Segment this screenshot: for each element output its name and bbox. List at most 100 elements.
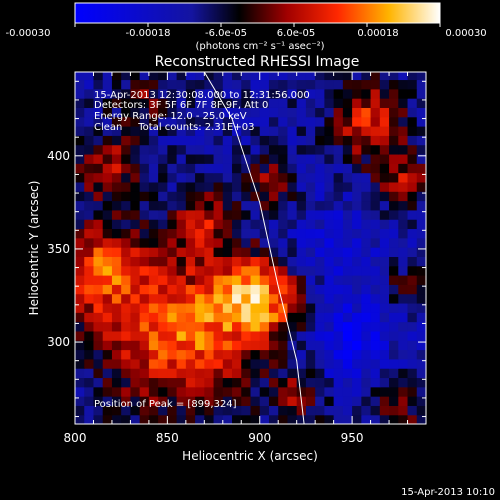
heatmap-cell xyxy=(379,349,390,360)
heatmap-cell xyxy=(416,265,426,276)
heatmap-cell xyxy=(148,414,159,424)
heatmap-cell xyxy=(130,247,141,257)
heatmap-cell xyxy=(148,172,159,183)
heatmap-cell xyxy=(130,237,141,248)
heatmap-cell xyxy=(407,191,418,202)
heatmap-cell xyxy=(232,358,242,369)
heatmap-cell xyxy=(195,414,205,424)
heatmap-cell xyxy=(204,72,215,81)
heatmap-cell xyxy=(130,219,141,230)
heatmap-cell xyxy=(361,386,372,397)
heatmap-cell xyxy=(176,312,187,323)
heatmap-cell xyxy=(222,163,233,174)
heatmap-cell xyxy=(102,368,113,379)
heatmap-cell xyxy=(416,153,426,164)
heatmap-cell xyxy=(204,153,215,164)
heatmap-cell xyxy=(139,98,150,108)
heatmap-cell xyxy=(361,377,372,388)
heatmap-cell xyxy=(213,98,224,108)
heatmap-cell xyxy=(315,191,325,202)
heatmap-cell xyxy=(75,265,85,276)
heatmap-cell xyxy=(296,200,307,211)
heatmap-cell xyxy=(250,330,261,341)
heatmap-cell xyxy=(370,144,381,155)
heatmap-cell xyxy=(232,219,242,230)
heatmap-cell xyxy=(407,405,418,416)
heatmap-cell xyxy=(93,340,104,351)
heatmap-cell xyxy=(111,237,122,248)
heatmap-cell xyxy=(333,368,344,379)
heatmap-cell xyxy=(222,181,233,192)
heatmap-cell xyxy=(287,228,298,239)
heatmap-cell xyxy=(305,88,316,99)
heatmap-cell xyxy=(296,284,307,295)
heatmap-cell xyxy=(296,88,307,99)
heatmap-cell xyxy=(352,275,362,285)
heatmap-cell xyxy=(213,228,224,239)
heatmap-cell xyxy=(213,340,224,351)
heatmap-cell xyxy=(352,312,362,323)
heatmap-cell xyxy=(287,302,298,313)
heatmap-cell xyxy=(342,172,353,183)
heatmap-cell xyxy=(379,88,390,99)
heatmap-cell xyxy=(222,200,233,211)
colorbar-tick-label: 6.0e-05 xyxy=(277,28,315,39)
heatmap-cell xyxy=(241,405,252,416)
heatmap-cell xyxy=(407,135,418,146)
heatmap-cell xyxy=(222,330,233,341)
heatmap-cell xyxy=(342,284,353,295)
heatmap-cell xyxy=(185,191,196,202)
heatmap-cell xyxy=(111,209,122,220)
heatmap-cell xyxy=(185,126,196,136)
heatmap-cell xyxy=(139,126,150,136)
heatmap-cell xyxy=(111,98,122,108)
heatmap-cell xyxy=(305,181,316,192)
heatmap-cell xyxy=(195,228,205,239)
heatmap-cell xyxy=(93,377,104,388)
heatmap-cell xyxy=(315,377,325,388)
heatmap-cell xyxy=(75,191,85,202)
heatmap-cell xyxy=(185,414,196,424)
heatmap-cell xyxy=(389,209,399,220)
heatmap-cell xyxy=(389,237,399,248)
heatmap-cell xyxy=(398,153,409,164)
heatmap-cell xyxy=(176,349,187,360)
heatmap-cell xyxy=(287,275,298,285)
heatmap-cell xyxy=(222,219,233,230)
heatmap-cell xyxy=(195,219,205,230)
heatmap-cell xyxy=(204,228,215,239)
heatmap-cell xyxy=(389,377,399,388)
heatmap-cell xyxy=(121,209,132,220)
heatmap-cell xyxy=(296,256,307,267)
heatmap-cell xyxy=(111,265,122,276)
heatmap-cell xyxy=(167,79,178,90)
heatmap-cell xyxy=(324,181,335,192)
heatmap-cell xyxy=(232,135,242,146)
heatmap-cell xyxy=(389,302,399,313)
heatmap-cell xyxy=(389,200,399,211)
heatmap-cell xyxy=(102,396,113,406)
heatmap-cell xyxy=(167,172,178,183)
heatmap-cell xyxy=(75,88,85,99)
heatmap-cell xyxy=(407,181,418,192)
heatmap-cell xyxy=(232,302,242,313)
heatmap-cell xyxy=(139,144,150,155)
heatmap-cell xyxy=(287,116,298,127)
heatmap-cell xyxy=(333,265,344,276)
heatmap-cell xyxy=(121,349,132,360)
colorbar-units: (photons cm⁻² s⁻¹ asec⁻²) xyxy=(195,41,324,52)
heatmap-cell xyxy=(324,191,335,202)
heatmap-cell xyxy=(416,386,426,397)
heatmap-cell xyxy=(241,72,252,81)
heatmap-cell xyxy=(84,256,95,267)
heatmap-cell xyxy=(102,414,113,424)
heatmap-cell xyxy=(250,312,261,323)
heatmap-cell xyxy=(342,414,353,424)
heatmap-cell xyxy=(389,219,399,230)
heatmap-cell xyxy=(204,414,215,424)
heatmap-cell xyxy=(232,116,242,127)
heatmap-cell xyxy=(287,293,298,304)
heatmap-cell xyxy=(93,396,104,406)
heatmap-cell xyxy=(204,98,215,108)
heatmap-cell xyxy=(278,107,289,118)
